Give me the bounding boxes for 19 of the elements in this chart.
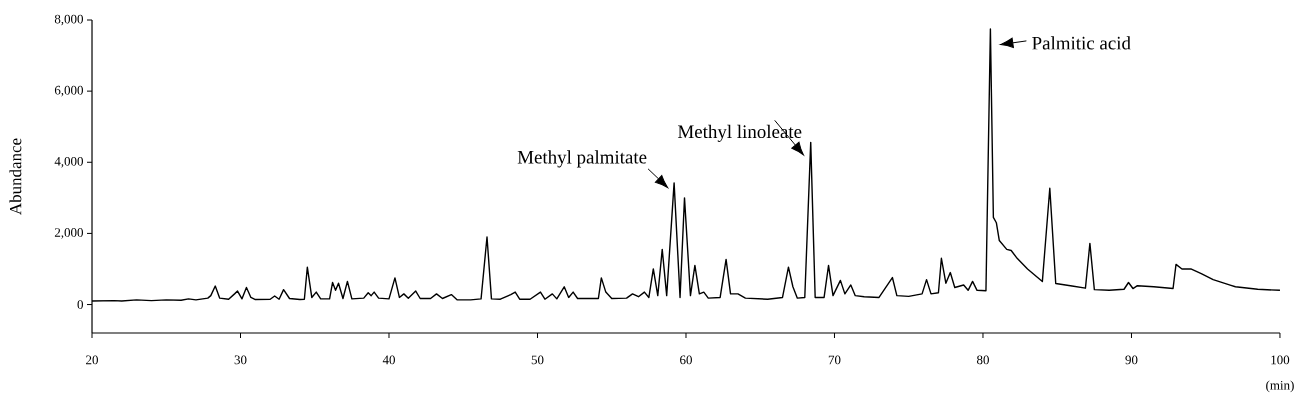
y-tick-label: 4,000 — [54, 156, 83, 168]
y-tick-label: 6,000 — [54, 85, 83, 97]
y-axis-title: Abundance — [9, 138, 22, 215]
x-tick-label: 30 — [234, 355, 247, 365]
annotation: Methyl linoleate — [677, 124, 802, 142]
annotation: Methyl palmitate — [517, 150, 647, 168]
x-tick-label: 100 — [1271, 355, 1290, 365]
x-tick-label: 60 — [680, 355, 692, 365]
y-tick-label: 2,000 — [54, 228, 83, 239]
x-tick-label: 70 — [828, 355, 841, 365]
x-tick-label: 90 — [1125, 355, 1138, 365]
annotation: Palmitic acid — [1032, 36, 1131, 50]
x-axis-title: (min) — [1266, 380, 1294, 393]
y-tick-label: 0 — [77, 300, 83, 309]
x-tick-label: 50 — [531, 355, 544, 365]
x-tick-label: 80 — [977, 355, 989, 365]
x-tick-label: 40 — [382, 355, 395, 365]
x-tick-label: 20 — [86, 355, 98, 365]
y-tick-label: 8,000 — [54, 14, 83, 26]
